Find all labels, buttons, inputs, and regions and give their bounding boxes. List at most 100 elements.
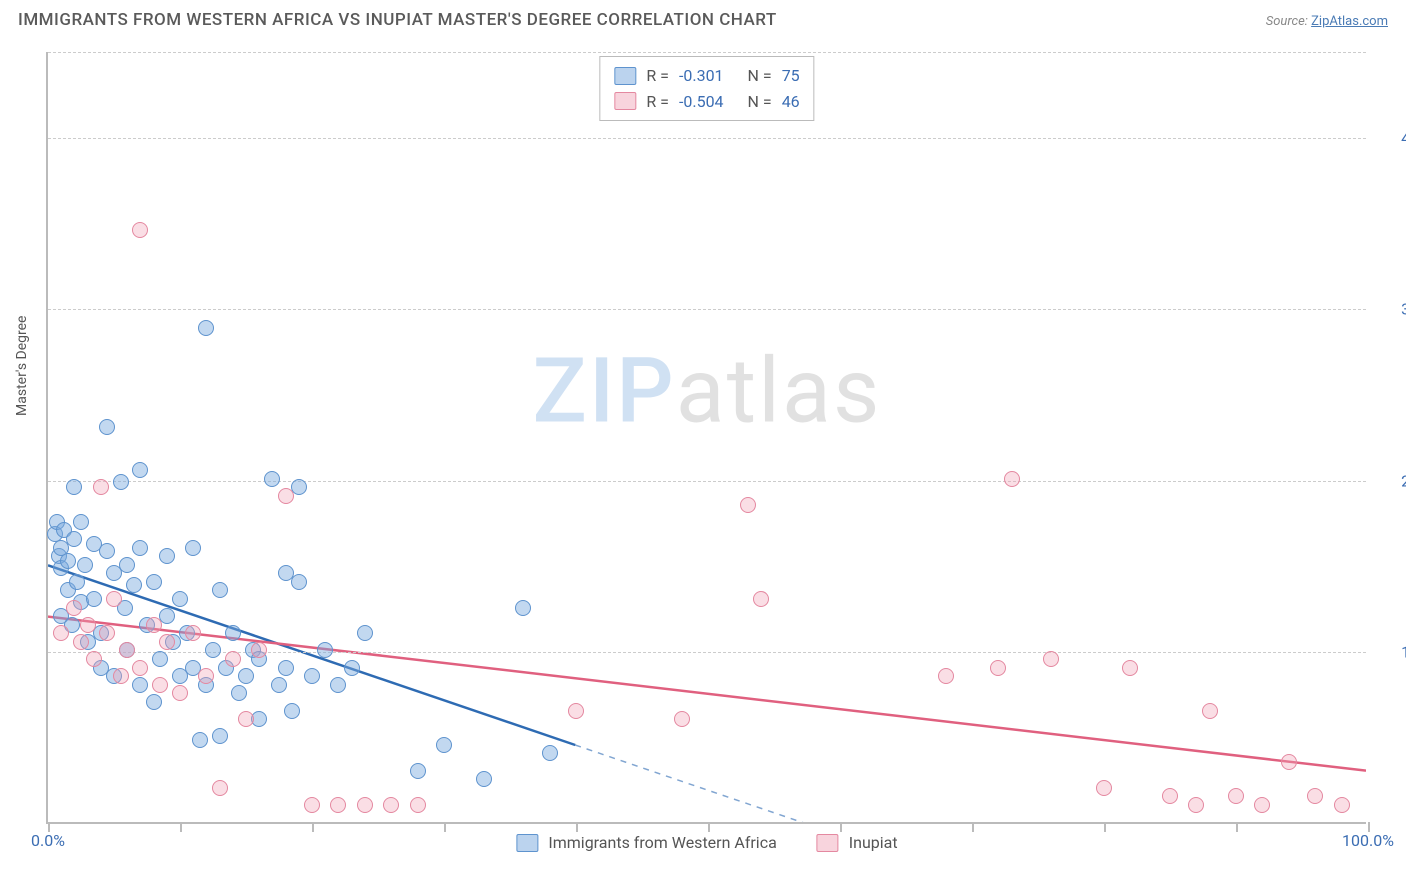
data-point [1162,788,1178,804]
data-point [1188,797,1204,813]
data-point [1202,703,1218,719]
n-label: N = [748,63,772,89]
data-point [132,222,148,238]
x-tick [1236,822,1238,832]
data-point [60,553,76,569]
data-point [990,660,1006,676]
data-point [1043,651,1059,667]
legend-label: Immigrants from Western Africa [548,833,776,852]
watermark-part2: atlas [676,338,882,443]
trend-lines [48,52,1366,822]
y-tick-label: 10.0% [1374,643,1406,662]
source-prefix: Source: [1266,14,1311,29]
r-value: -0.301 [679,63,724,89]
data-point [1334,797,1350,813]
data-point [542,745,558,761]
x-tick [444,822,446,832]
data-point [357,797,373,813]
n-value: 75 [782,63,800,89]
data-point [73,514,89,530]
data-point [251,642,267,658]
data-point [1254,797,1270,813]
data-point [99,625,115,641]
data-point [152,677,168,693]
data-point [317,642,333,658]
y-tick-label: 20.0% [1374,471,1406,490]
data-point [192,732,208,748]
data-point [238,668,254,684]
data-point [212,780,228,796]
gridline [48,138,1366,139]
data-point [146,617,162,633]
data-point [106,591,122,607]
data-point [330,677,346,693]
data-point [212,582,228,598]
x-tick-label: 0.0% [31,831,65,850]
data-point [231,685,247,701]
data-point [146,694,162,710]
source-link[interactable]: ZipAtlas.com [1311,14,1388,29]
correlation-legend: R = -0.301 N = 75 R = -0.504 N = 46 [599,56,814,121]
data-point [304,797,320,813]
watermark-part1: ZIP [533,338,676,443]
x-tick-label: 100.0% [1342,831,1394,850]
chart-title: IMMIGRANTS FROM WESTERN AFRICA VS INUPIA… [18,10,777,30]
data-point [1122,660,1138,676]
data-point [938,668,954,684]
data-point [86,651,102,667]
data-point [66,600,82,616]
data-point [66,479,82,495]
y-axis-label: Master's Degree [14,316,30,416]
chart-header: IMMIGRANTS FROM WESTERN AFRICA VS INUPIA… [0,0,1406,36]
data-point [132,677,148,693]
legend-label: Inupiat [849,833,898,852]
series-legend: Immigrants from Western Africa Inupiat [516,833,897,852]
data-point [172,685,188,701]
data-point [330,797,346,813]
y-tick-label: 30.0% [1374,300,1406,319]
data-point [113,668,129,684]
data-point [113,474,129,490]
data-point [185,625,201,641]
x-tick [312,822,314,832]
data-point [99,419,115,435]
r-value: -0.504 [679,89,724,115]
data-point [152,651,168,667]
swatch-series-b [614,92,636,110]
data-point [1004,471,1020,487]
watermark: ZIPatlas [533,338,882,443]
data-point [225,625,241,641]
data-point [53,625,69,641]
gridline [48,481,1366,482]
data-point [436,737,452,753]
legend-row-series-b: R = -0.504 N = 46 [614,89,799,115]
data-point [77,557,93,573]
data-point [278,488,294,504]
legend-item-series-a: Immigrants from Western Africa [516,833,776,852]
data-point [568,703,584,719]
data-point [212,728,228,744]
data-point [304,668,320,684]
data-point [1096,780,1112,796]
data-point [66,531,82,547]
x-tick [576,822,578,832]
data-point [172,591,188,607]
data-point [99,543,115,559]
data-point [674,711,690,727]
data-point [225,651,241,667]
data-point [132,540,148,556]
data-point [753,591,769,607]
data-point [119,642,135,658]
data-point [383,797,399,813]
data-point [238,711,254,727]
data-point [205,642,221,658]
data-point [476,771,492,787]
data-point [284,703,300,719]
data-point [1228,788,1244,804]
data-point [740,497,756,513]
x-tick [972,822,974,832]
x-tick [708,822,710,832]
data-point [159,548,175,564]
data-point [198,668,214,684]
data-point [357,625,373,641]
